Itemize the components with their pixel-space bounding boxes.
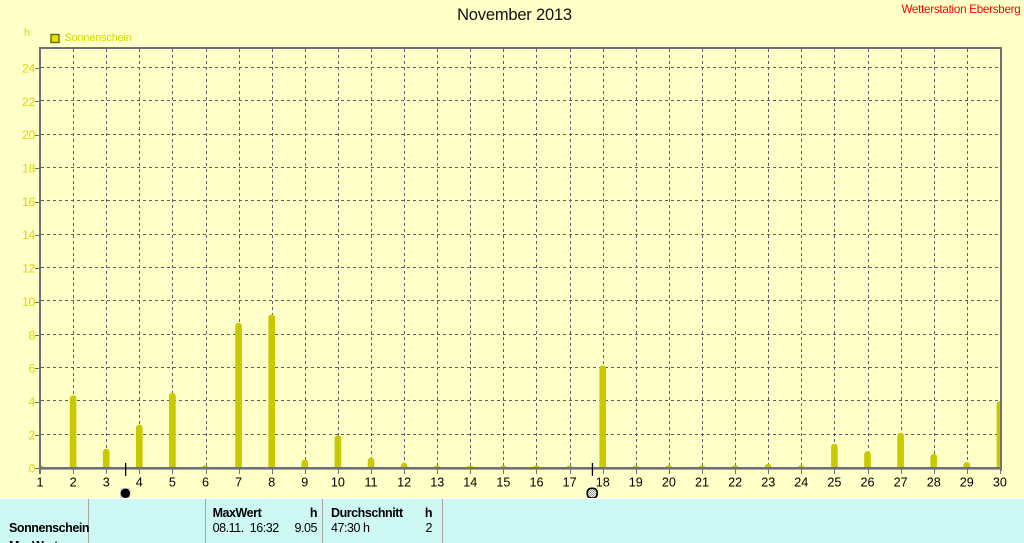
svg-text:29: 29: [960, 476, 974, 490]
svg-text:5: 5: [169, 476, 176, 490]
svg-text:11: 11: [364, 476, 377, 490]
svg-text:24: 24: [794, 476, 808, 490]
svg-text:8: 8: [29, 328, 36, 342]
svg-text:3: 3: [103, 476, 110, 490]
svg-text:8: 8: [268, 476, 275, 490]
svg-text:19: 19: [629, 476, 643, 490]
svg-text:2: 2: [70, 476, 77, 490]
svg-text:18: 18: [22, 162, 35, 176]
svg-text:30: 30: [993, 476, 1007, 490]
svg-text:24: 24: [22, 62, 35, 76]
svg-text:6: 6: [29, 362, 36, 376]
svg-text:15: 15: [496, 476, 510, 490]
svg-text:16: 16: [22, 195, 35, 209]
svg-text:20: 20: [662, 476, 676, 490]
svg-text:14: 14: [22, 228, 35, 242]
svg-text:28: 28: [927, 476, 941, 490]
svg-text:12: 12: [22, 262, 35, 276]
svg-text:22: 22: [728, 476, 742, 490]
svg-text:22: 22: [22, 95, 35, 109]
svg-text:18: 18: [596, 476, 610, 490]
svg-text:14: 14: [463, 476, 477, 490]
svg-text:23: 23: [761, 476, 775, 490]
svg-text:27: 27: [894, 476, 908, 490]
svg-text:4: 4: [136, 476, 143, 490]
svg-text:12: 12: [397, 476, 411, 490]
svg-text:4: 4: [29, 395, 36, 409]
svg-text:21: 21: [695, 476, 709, 490]
svg-text:26: 26: [860, 476, 874, 490]
svg-text:10: 10: [331, 476, 345, 490]
svg-text:10: 10: [22, 295, 35, 309]
svg-text:2: 2: [29, 428, 36, 442]
svg-text:0: 0: [29, 462, 36, 476]
svg-text:16: 16: [529, 476, 543, 490]
svg-text:13: 13: [430, 476, 444, 490]
svg-text:17: 17: [563, 476, 577, 490]
svg-text:9: 9: [301, 476, 308, 490]
svg-text:20: 20: [22, 128, 35, 142]
svg-text:1: 1: [36, 476, 43, 490]
svg-text:7: 7: [235, 476, 242, 490]
svg-text:6: 6: [202, 476, 209, 490]
svg-text:25: 25: [827, 476, 841, 490]
